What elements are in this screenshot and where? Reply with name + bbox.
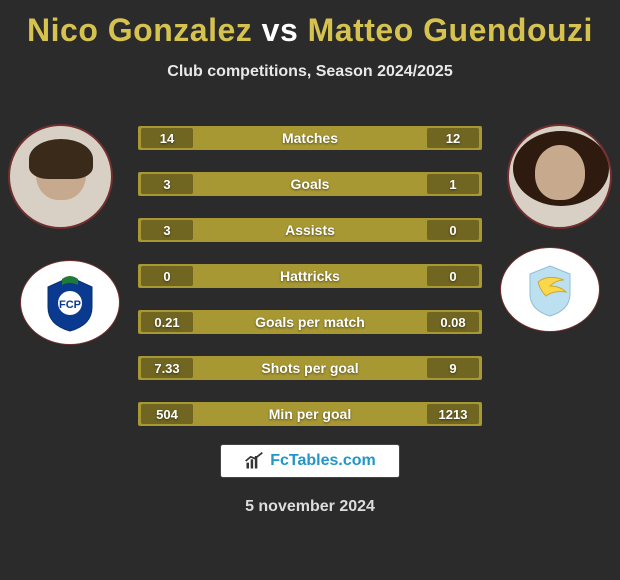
stat-left-value: 504	[141, 404, 193, 424]
stat-label: Goals	[291, 176, 330, 192]
vs-separator: vs	[262, 12, 299, 48]
date-line: 5 november 2024	[0, 498, 620, 516]
stat-right-value: 1213	[427, 404, 479, 424]
stat-label: Min per goal	[269, 406, 351, 422]
svg-text:FCP: FCP	[59, 299, 81, 311]
player2-avatar	[507, 124, 612, 229]
stat-row: 3 Assists 0	[138, 218, 482, 242]
stat-label: Matches	[282, 130, 338, 146]
stat-right-value: 0.08	[427, 312, 479, 332]
stat-row: 7.33 Shots per goal 9	[138, 356, 482, 380]
stat-left-value: 3	[141, 220, 193, 240]
stat-label: Goals per match	[255, 314, 365, 330]
stat-left-value: 0	[141, 266, 193, 286]
chart-icon	[244, 451, 264, 471]
stat-left-value: 14	[141, 128, 193, 148]
player2-name: Matteo Guendouzi	[308, 12, 593, 48]
stat-left-value: 7.33	[141, 358, 193, 378]
stat-left-value: 0.21	[141, 312, 193, 332]
stat-row: 0.21 Goals per match 0.08	[138, 310, 482, 334]
subtitle: Club competitions, Season 2024/2025	[0, 63, 620, 81]
stat-right-value: 1	[427, 174, 479, 194]
stat-right-value: 9	[427, 358, 479, 378]
player1-avatar	[8, 124, 113, 229]
stat-label: Shots per goal	[261, 360, 358, 376]
stat-right-value: 0	[427, 220, 479, 240]
stat-row: 3 Goals 1	[138, 172, 482, 196]
comparison-title: Nico Gonzalez vs Matteo Guendouzi	[0, 0, 620, 49]
stats-rows: 14 Matches 12 3 Goals 1 3 Assists 0 0 Hattricks 0 0.…	[138, 126, 482, 426]
stat-label: Hattricks	[280, 268, 340, 284]
stat-row: 504 Min per goal 1213	[138, 402, 482, 426]
brand-text: FcTables.com	[270, 452, 376, 470]
stat-row: 0 Hattricks 0	[138, 264, 482, 288]
player1-club-crest: FCP	[20, 260, 120, 345]
player1-name: Nico Gonzalez	[27, 12, 252, 48]
stat-left-value: 3	[141, 174, 193, 194]
stat-right-value: 12	[427, 128, 479, 148]
player2-club-crest	[500, 247, 600, 332]
stat-row: 14 Matches 12	[138, 126, 482, 150]
stat-right-value: 0	[427, 266, 479, 286]
brand-logo: FcTables.com	[220, 444, 400, 478]
stat-label: Assists	[285, 222, 335, 238]
